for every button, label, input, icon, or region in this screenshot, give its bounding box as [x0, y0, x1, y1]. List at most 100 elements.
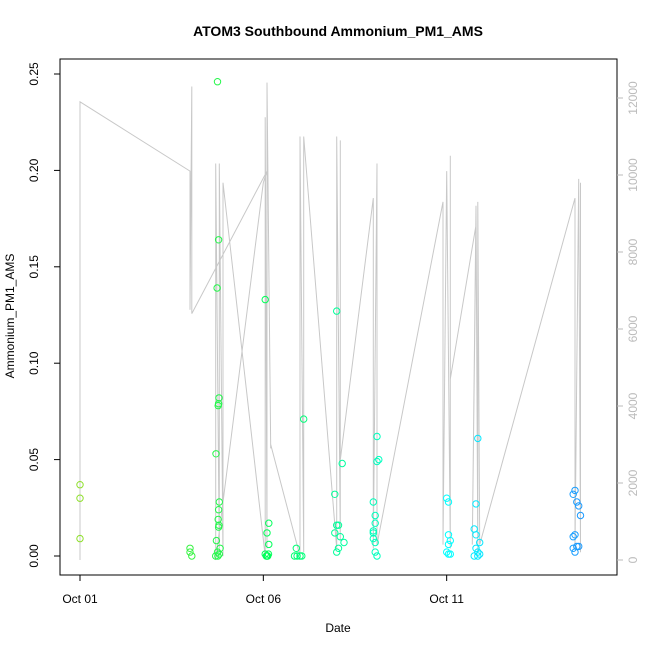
x-axis: Oct 01 Oct 06 Oct 11 — [62, 575, 464, 606]
x-axis-label: Date — [325, 621, 351, 635]
data-point — [573, 498, 581, 506]
data-point — [262, 552, 270, 560]
secondary-y-axis: 0 2000 4000 6000 8000 10000 12000 — [617, 81, 640, 563]
data-point — [444, 498, 453, 506]
data-point — [340, 538, 348, 547]
data-point — [373, 457, 381, 466]
y-tick-label: 0.05 — [27, 448, 41, 472]
data-point — [213, 78, 222, 86]
data-point — [264, 550, 273, 558]
data-point — [443, 548, 451, 556]
data-point — [333, 307, 341, 315]
data-point — [214, 515, 222, 524]
data-point — [373, 552, 381, 560]
data-point — [186, 544, 194, 552]
data-point — [212, 552, 220, 560]
data-point — [571, 548, 579, 556]
data-point — [472, 531, 480, 539]
data-point — [333, 521, 341, 529]
data-point — [76, 534, 84, 543]
data-point — [369, 529, 377, 537]
data-point — [214, 552, 222, 560]
y-tick-label: 0.10 — [27, 351, 41, 375]
data-point — [290, 552, 299, 560]
data-point — [76, 494, 84, 502]
data-point — [369, 498, 377, 506]
data-point — [214, 236, 223, 244]
data-point — [375, 455, 383, 464]
data-point — [331, 490, 339, 498]
data-point — [338, 459, 346, 468]
altitude-line — [79, 82, 581, 561]
data-point — [371, 519, 379, 527]
data-point — [215, 394, 223, 402]
data-point — [298, 552, 306, 560]
data-point — [474, 552, 482, 560]
x-tick-label: Oct 11 — [429, 592, 464, 606]
data-point — [331, 529, 339, 537]
data-point — [371, 548, 379, 556]
data-point — [215, 550, 224, 558]
data-point — [472, 500, 480, 508]
data-point — [569, 490, 577, 498]
data-point — [263, 529, 271, 537]
data-point — [472, 544, 480, 552]
altitude-line-layer — [79, 82, 581, 561]
data-point — [216, 544, 224, 552]
data-point — [186, 548, 194, 556]
data-point — [214, 506, 223, 514]
data-point — [336, 533, 344, 541]
data-point — [571, 531, 579, 539]
data-point — [576, 511, 585, 520]
data-point — [446, 550, 454, 558]
data-point — [265, 540, 273, 549]
data-point — [213, 548, 222, 556]
y2-tick-label: 10000 — [626, 158, 640, 192]
data-point — [214, 523, 223, 531]
data-point — [214, 401, 222, 410]
data-point — [300, 415, 308, 423]
data-point — [446, 536, 454, 545]
data-point — [373, 432, 381, 441]
data-point — [470, 552, 478, 560]
data-point — [571, 486, 579, 495]
y2-tick-label: 0 — [626, 556, 640, 563]
y2-tick-label: 6000 — [626, 315, 640, 342]
y2-tick-label: 4000 — [626, 392, 640, 419]
data-point — [444, 540, 453, 549]
x-tick-label: Oct 06 — [246, 592, 282, 606]
y2-tick-label: 2000 — [626, 469, 640, 496]
y-tick-label: 0.20 — [27, 158, 41, 182]
data-point — [443, 494, 451, 502]
data-point — [76, 481, 84, 489]
data-point — [575, 502, 583, 510]
data-point — [213, 284, 221, 292]
data-point — [333, 548, 341, 556]
data-point — [265, 519, 273, 527]
chart-title: ATOM3 Southbound Ammonium_PM1_AMS — [193, 23, 483, 39]
data-point — [569, 533, 577, 541]
data-point — [188, 552, 196, 560]
plot-frame — [59, 58, 618, 576]
data-point — [215, 498, 224, 506]
data-point — [369, 534, 377, 543]
data-point — [261, 295, 269, 304]
data-point — [212, 536, 221, 545]
y-axis-label: Ammonium_PM1_AMS — [3, 254, 17, 379]
data-point — [474, 434, 482, 443]
data-point — [292, 544, 300, 552]
data-point — [334, 544, 343, 552]
x-tick-label: Oct 01 — [62, 592, 98, 606]
data-point — [476, 538, 484, 547]
y2-tick-label: 12000 — [626, 81, 640, 115]
data-point — [371, 511, 379, 520]
data-point — [293, 552, 301, 560]
data-point — [371, 538, 379, 547]
y-tick-label: 0.15 — [27, 255, 41, 279]
data-point — [212, 450, 220, 458]
y2-tick-label: 8000 — [626, 238, 640, 265]
y-tick-label: 0.25 — [27, 62, 41, 86]
y-tick-label: 0.00 — [27, 544, 41, 568]
data-point — [369, 527, 377, 535]
